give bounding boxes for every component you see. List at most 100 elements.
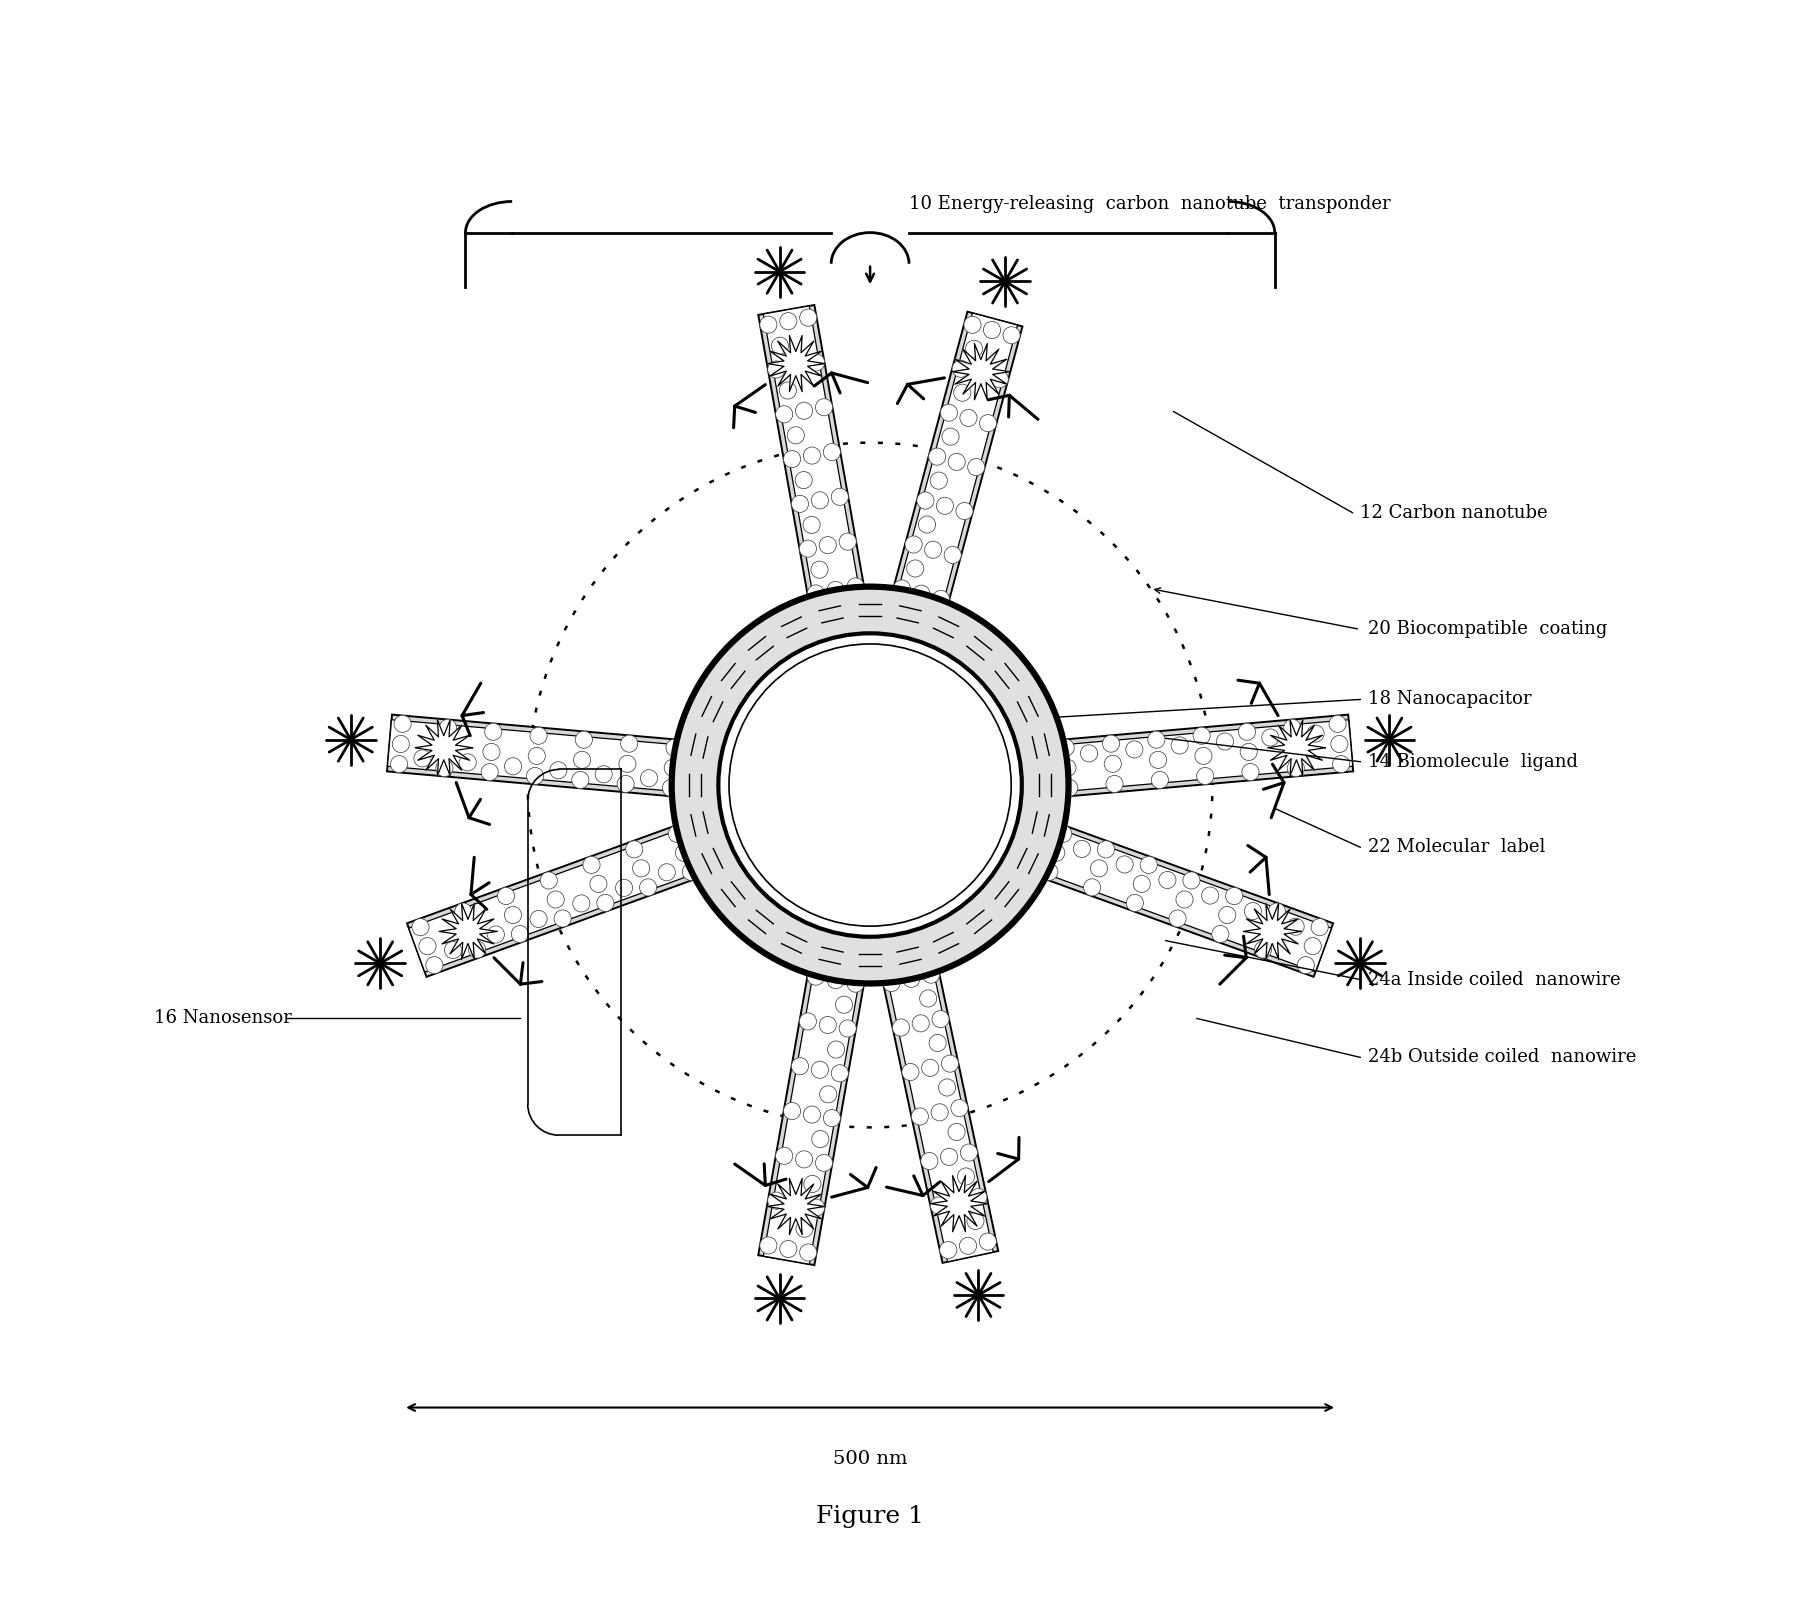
Polygon shape xyxy=(1054,719,1353,792)
Circle shape xyxy=(1304,938,1322,954)
Circle shape xyxy=(942,428,960,446)
Circle shape xyxy=(784,1102,800,1120)
Circle shape xyxy=(640,769,658,787)
Circle shape xyxy=(529,747,545,764)
Text: 500 nm: 500 nm xyxy=(833,1450,907,1469)
Circle shape xyxy=(1047,845,1065,861)
Circle shape xyxy=(922,1059,938,1076)
Circle shape xyxy=(484,743,500,761)
Circle shape xyxy=(980,415,996,431)
Circle shape xyxy=(760,1237,776,1253)
Circle shape xyxy=(1104,755,1122,772)
Circle shape xyxy=(816,1154,833,1171)
Circle shape xyxy=(547,891,564,907)
Circle shape xyxy=(811,1062,829,1078)
Circle shape xyxy=(940,1242,956,1258)
Polygon shape xyxy=(440,903,496,959)
Circle shape xyxy=(445,941,462,959)
Circle shape xyxy=(800,309,816,327)
Circle shape xyxy=(787,426,804,444)
Circle shape xyxy=(391,756,407,772)
Circle shape xyxy=(836,996,853,1014)
Circle shape xyxy=(1262,729,1278,747)
Polygon shape xyxy=(896,314,1018,611)
Circle shape xyxy=(807,354,825,372)
Circle shape xyxy=(487,925,504,943)
Circle shape xyxy=(573,771,589,788)
Circle shape xyxy=(780,381,796,399)
Circle shape xyxy=(682,864,700,880)
Circle shape xyxy=(1242,764,1260,780)
Circle shape xyxy=(847,578,864,595)
Circle shape xyxy=(960,1237,976,1255)
Circle shape xyxy=(531,911,547,927)
Circle shape xyxy=(796,402,813,420)
Circle shape xyxy=(669,825,685,843)
Circle shape xyxy=(791,1057,809,1075)
Circle shape xyxy=(573,751,591,769)
Circle shape xyxy=(1262,922,1278,940)
Circle shape xyxy=(596,895,614,911)
Circle shape xyxy=(1194,747,1213,764)
Circle shape xyxy=(965,339,984,357)
Circle shape xyxy=(1176,891,1193,907)
Circle shape xyxy=(1060,779,1078,796)
Circle shape xyxy=(893,1018,909,1036)
Circle shape xyxy=(800,1244,816,1261)
Circle shape xyxy=(438,740,454,756)
Circle shape xyxy=(573,895,589,912)
Polygon shape xyxy=(415,719,473,776)
Circle shape xyxy=(947,1123,965,1141)
Circle shape xyxy=(971,365,989,383)
Circle shape xyxy=(1311,919,1329,936)
Polygon shape xyxy=(882,962,998,1263)
Circle shape xyxy=(804,1175,822,1192)
Circle shape xyxy=(931,1197,947,1215)
Text: 24b Outside coiled  nanowire: 24b Outside coiled nanowire xyxy=(1369,1049,1636,1067)
Circle shape xyxy=(1169,911,1185,927)
Circle shape xyxy=(1004,327,1020,344)
Circle shape xyxy=(905,536,922,553)
Circle shape xyxy=(807,1199,825,1216)
Circle shape xyxy=(820,1017,836,1033)
Polygon shape xyxy=(409,827,702,972)
Circle shape xyxy=(840,1020,856,1038)
Circle shape xyxy=(813,1131,829,1147)
Circle shape xyxy=(1102,735,1120,753)
Circle shape xyxy=(671,587,1069,983)
Circle shape xyxy=(811,562,827,578)
Circle shape xyxy=(594,766,613,784)
Text: 22 Molecular  label: 22 Molecular label xyxy=(1369,838,1545,856)
Polygon shape xyxy=(1054,714,1353,796)
Circle shape xyxy=(954,385,971,401)
Circle shape xyxy=(847,975,864,993)
Circle shape xyxy=(796,1220,813,1237)
Circle shape xyxy=(929,1035,945,1052)
Circle shape xyxy=(960,409,976,426)
Circle shape xyxy=(920,990,936,1007)
Polygon shape xyxy=(758,306,865,607)
Circle shape xyxy=(820,1086,836,1102)
Circle shape xyxy=(913,586,931,602)
Polygon shape xyxy=(891,312,1022,611)
Circle shape xyxy=(925,541,942,558)
Polygon shape xyxy=(767,1178,825,1234)
Circle shape xyxy=(418,938,436,954)
Circle shape xyxy=(436,759,453,777)
Circle shape xyxy=(969,1189,987,1205)
Circle shape xyxy=(827,972,844,988)
Circle shape xyxy=(1287,759,1304,777)
Polygon shape xyxy=(1036,822,1333,977)
Circle shape xyxy=(804,447,820,463)
Circle shape xyxy=(1140,856,1158,874)
Circle shape xyxy=(929,447,945,465)
Circle shape xyxy=(791,496,809,512)
Circle shape xyxy=(938,1080,956,1096)
Polygon shape xyxy=(1267,719,1325,776)
Circle shape xyxy=(469,941,485,959)
Circle shape xyxy=(1329,716,1345,732)
Circle shape xyxy=(1040,864,1058,880)
Circle shape xyxy=(953,360,969,377)
Circle shape xyxy=(1254,941,1271,959)
Circle shape xyxy=(460,753,476,771)
